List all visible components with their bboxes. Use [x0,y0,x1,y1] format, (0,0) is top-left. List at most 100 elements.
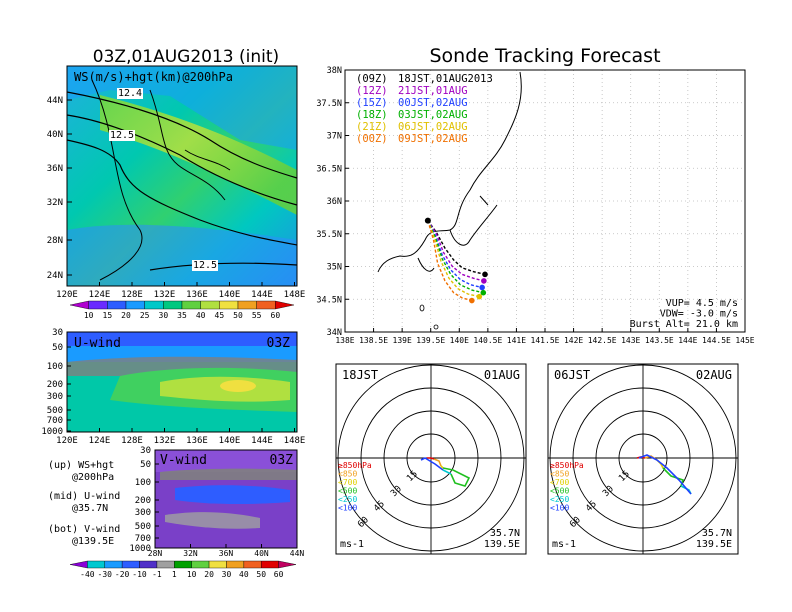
track-lon-label: 142E [564,336,583,345]
left-title: 03Z,01AUG2013 (init) [93,47,279,67]
track-endpoint [479,284,485,291]
track-lat-label: 37.5N [316,99,342,109]
colorbar-label: 50 [233,311,243,320]
vwind-label: V-wind [160,453,207,468]
track-lat-label: 35.5N [316,230,342,240]
legend-jst: 09JST,02AUG [398,133,468,145]
vwind-colorbar-label: 1 [172,570,177,579]
vwind-colorbar-label: 20 [204,570,214,579]
contour-labels: 12.4 12.5 12.5 [109,88,218,271]
vwind-p-label: 1000 [129,544,151,554]
hodo-trace [442,467,471,487]
vwind-upper [155,450,297,472]
vwind-colorbar-swatch [121,560,140,569]
ws-map-frame [66,65,298,287]
island [433,324,439,330]
track-lon-label: 141E [507,336,526,345]
hodo-lat: 35.7N [490,528,520,539]
contour-label: 12.5 [110,130,134,141]
coastline-boso [479,195,489,206]
vwind-colorbar-swatch [261,560,279,569]
legend-z: (18Z) [356,109,388,121]
hodo-legend-item: <850 [338,470,357,479]
hodo-legend-item: <250 [550,495,569,504]
hodo-legend-item: <700 [338,478,357,487]
height-contour-2 [66,114,298,206]
legend-jst: 00JST,02AUG [398,97,468,109]
island [419,304,425,312]
height-contour-4 [149,262,298,271]
uwind-lon-ticks: 120E 124E 128E 132E 136E 140E 144E 148E [56,428,305,446]
vwind-colorbar-label: 60 [274,570,284,579]
map-lat-label: 36N [47,164,63,174]
map-lat-label: 44N [47,96,63,106]
map-lon-label: 140E [219,290,241,300]
track-lat-label: 38N [327,66,342,76]
track-legend: (09Z) 18JST,01AUG2013 (12Z) 21JST,01AUG (15Z… [356,73,493,145]
uwind-lon-label: 132E [154,436,176,446]
vwind-colorbar-swatch [243,560,262,569]
right-title: Sonde Tracking Forecast [429,45,660,67]
uwind-p-label: 100 [47,362,63,372]
track-info-line: VUP= 4.5 m/s [666,298,738,309]
map-lon-label: 136E [186,290,208,300]
height-contour-3 [66,139,298,246]
track-lat-label: 34.5N [316,295,342,305]
colorbar-label: 15 [103,311,113,320]
ws-map-weak-zone [67,66,297,150]
track-lon-label: 143.5E [645,336,674,345]
map-lon-label: 148E [284,290,306,300]
coastline-izu [417,257,435,272]
track-line [427,220,483,289]
track-line [427,220,484,294]
vwind-colorbar-label: -20 [115,570,130,579]
note-line: @139.5E [72,536,114,547]
colorbar-label: 55 [252,311,262,320]
track-line [427,220,480,298]
legend-z: (12Z) [356,85,388,97]
vwind-p-label: 200 [135,496,151,506]
uwind-lon-label: 140E [219,436,241,446]
track-line [427,220,473,302]
hodo-trace [638,454,692,495]
colorbar-label: 20 [121,311,131,320]
track-lon-label: 144.5E [702,336,731,345]
map-lat-label: 40N [47,130,63,140]
vwind-p-label: 30 [140,446,151,456]
hodo-trace [442,469,452,475]
uwind-max [220,380,256,392]
legend-z: (09Z) [356,73,388,85]
colorbar-swatch [237,300,257,310]
vwind-lat-label: 40N [254,549,269,558]
vwind-colorbar-label: 30 [222,570,232,579]
uwind-lon-label: 148E [284,436,306,446]
uwind-p-label: 30 [52,328,63,338]
hodo-date: 02AUG [696,368,732,382]
track-info-line: Burst Alt= 21.0 km [630,319,738,330]
hodo-trace [440,465,444,469]
vwind-time: 03Z [270,453,294,468]
vwind-colorbar-swatch [208,560,227,569]
ws-map-label: WS(m/s)+hgt(km)@200hPa [74,70,233,84]
colorbar-label: 30 [159,311,169,320]
vwind-low-band [165,512,260,529]
legend-jst: 21JST,01AUG [398,85,468,97]
track-lat-label: 34N [327,328,342,338]
track-endpoint [469,297,475,304]
uwind-label: U-wind [74,336,121,351]
contour-label-bg [117,88,143,99]
vwind-lat-label: 44N [290,549,305,558]
hodo-unit: ms-1 [340,539,364,550]
uwind-p-label: 50 [52,343,63,353]
vwind-colorbar-label: 40 [239,570,249,579]
vwind-lat-label: 32N [183,549,198,558]
track-lon-label: 139E [393,336,412,345]
colorbar-swatch [219,300,239,310]
coastline-honshu [377,71,522,273]
hodo-legend-item: <100 [550,504,569,513]
track-grid [345,70,745,332]
colorbar-label: 25 [140,311,150,320]
